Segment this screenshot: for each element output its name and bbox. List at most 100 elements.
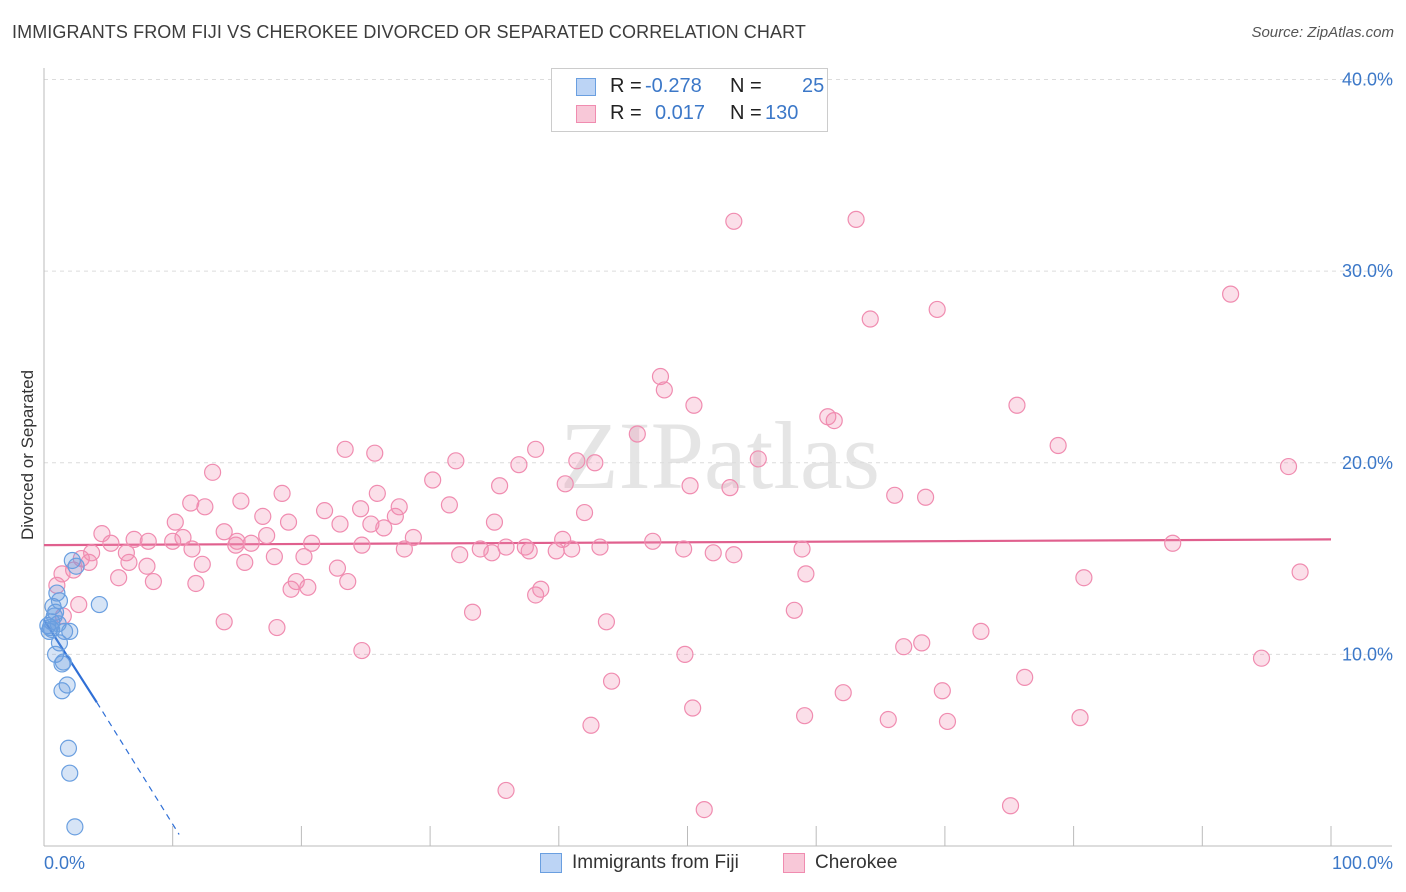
cherokee-point xyxy=(1016,668,1034,686)
fiji-point xyxy=(61,764,79,782)
cherokee-point xyxy=(315,502,334,520)
cherokee-point xyxy=(139,532,157,550)
cherokee-point xyxy=(928,300,946,319)
fiji-point xyxy=(59,739,78,757)
legend-r-label: R = xyxy=(610,75,642,97)
cherokee-point xyxy=(651,367,670,386)
cherokee-point xyxy=(582,716,600,734)
legend-n-label: N = xyxy=(730,75,762,97)
cherokee-point xyxy=(366,444,384,462)
cherokee-point xyxy=(675,540,693,558)
cherokee-point xyxy=(328,559,347,577)
cherokee-point xyxy=(913,634,931,652)
cherokee-point xyxy=(547,542,565,560)
x-tick-label: 0.0% xyxy=(44,853,85,873)
tick-labels: 10.0% 20.0% 30.0% 40.0% 0.0% 100.0% xyxy=(44,70,1393,874)
cherokee-point xyxy=(725,212,743,230)
cherokee-point xyxy=(681,477,699,495)
cherokee-point xyxy=(676,645,694,663)
y-tick-label: 10.0% xyxy=(1342,644,1393,664)
cherokee-legend-swatch xyxy=(783,853,805,873)
cherokee-point xyxy=(1075,569,1093,587)
cherokee-point xyxy=(1001,797,1020,815)
cherokee-point xyxy=(273,484,291,503)
fiji-point xyxy=(66,818,84,836)
x-tick-label: 100.0% xyxy=(1332,853,1393,873)
fiji-point xyxy=(53,682,71,700)
y-tick-label: 20.0% xyxy=(1342,453,1393,473)
cherokee-point xyxy=(825,411,843,430)
cherokee-point xyxy=(164,532,182,550)
cherokee-point xyxy=(183,540,201,558)
cherokee-point xyxy=(704,544,722,562)
cherokee-point xyxy=(847,210,865,228)
cherokee-point xyxy=(236,553,254,571)
cherokee-point xyxy=(303,534,321,552)
axes xyxy=(43,68,1392,847)
cherokee-point xyxy=(916,488,935,506)
cherokee-point xyxy=(215,523,233,541)
fiji-point xyxy=(43,620,61,639)
cherokee-point xyxy=(1164,534,1182,552)
cherokee-point xyxy=(336,440,354,458)
cherokee-point xyxy=(933,682,951,700)
cherokee-point xyxy=(193,555,211,573)
cherokee-point xyxy=(527,440,545,458)
cherokee-point xyxy=(375,519,393,537)
cherokee-point xyxy=(510,456,528,474)
cherokee-point xyxy=(80,553,98,571)
cherokee-point xyxy=(834,684,852,702)
cherokee-point xyxy=(575,503,594,522)
cherokee-point xyxy=(368,484,386,503)
cherokee-point xyxy=(138,557,156,575)
trend-lines xyxy=(43,538,1332,835)
legend-r-value: 0.017 xyxy=(655,102,706,124)
cherokee-point xyxy=(655,381,673,399)
legend-r-label: R = xyxy=(610,102,642,124)
cherokee-point xyxy=(685,396,703,414)
stats-legend: R = -0.278 N = 25 R = 0.017 N = 130 xyxy=(551,68,828,132)
cherokee-point xyxy=(254,507,272,526)
source-label: Source: ZipAtlas.com xyxy=(1251,24,1394,41)
cherokee-point xyxy=(196,498,214,516)
cherokee-point xyxy=(1252,649,1271,667)
cherokee-legend-label: Cherokee xyxy=(815,852,898,873)
legend-n-value: 25 xyxy=(802,75,825,97)
cherokee-point xyxy=(279,513,298,531)
cherokee-point xyxy=(227,536,245,554)
cherokee-point xyxy=(447,452,465,470)
cherokee-point xyxy=(586,454,604,472)
cherokee-point xyxy=(117,544,135,562)
cherokee-point xyxy=(258,526,276,545)
cherokee-point xyxy=(174,528,192,547)
cherokee-point xyxy=(242,534,260,552)
cherokee-point xyxy=(796,707,814,725)
cherokee-point xyxy=(299,578,317,596)
fiji-trend-line xyxy=(43,619,98,703)
cherokee-point xyxy=(83,544,101,562)
cherokee-point xyxy=(879,710,897,729)
cherokee-point xyxy=(563,540,581,558)
fiji-point xyxy=(67,557,85,575)
cherokee-swatch xyxy=(576,105,596,123)
cherokee-point xyxy=(120,553,138,571)
cherokee-point xyxy=(527,586,545,604)
cherokee-point xyxy=(1279,457,1298,476)
chart-title: IMMIGRANTS FROM FIJI VS CHEROKEE DIVORCE… xyxy=(12,22,806,42)
cherokee-point xyxy=(182,494,200,512)
cherokee-point xyxy=(125,530,143,549)
cherokee-point xyxy=(232,492,250,510)
cherokee-point xyxy=(938,712,957,731)
cherokee-point xyxy=(110,569,128,587)
cherokee-point xyxy=(362,515,380,533)
fiji-point xyxy=(49,615,67,633)
y-tick-label: 30.0% xyxy=(1342,261,1393,281)
cherokee-point xyxy=(516,538,534,556)
cherokee-point xyxy=(497,538,515,556)
cherokee-point xyxy=(331,515,349,533)
fiji-legend-label: Immigrants from Fiji xyxy=(572,852,739,873)
cherokee-point xyxy=(886,486,904,504)
fiji-legend-swatch xyxy=(540,853,562,873)
cherokee-point xyxy=(568,452,586,470)
cherokee-point xyxy=(386,507,404,526)
